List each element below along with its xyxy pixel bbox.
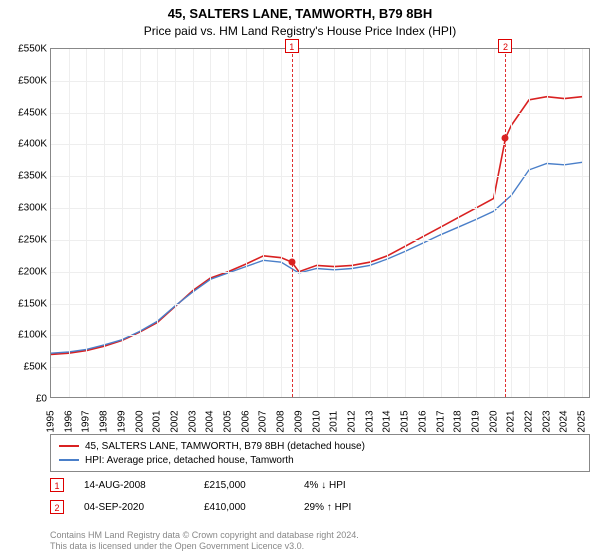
x-tick-label: 2000: [134, 407, 145, 437]
sale-marker-label: 1: [285, 39, 299, 53]
x-tick-label: 1995: [46, 407, 57, 437]
y-tick-label: £50K: [7, 362, 47, 373]
sale-delta: 4% ↓ HPI: [304, 480, 346, 491]
y-tick-label: £550K: [7, 44, 47, 55]
x-tick-label: 1996: [63, 407, 74, 437]
legend-box: 45, SALTERS LANE, TAMWORTH, B79 8BH (det…: [50, 434, 590, 472]
x-tick-label: 2017: [435, 407, 446, 437]
x-tick-label: 2020: [488, 407, 499, 437]
sale-price: £410,000: [204, 502, 284, 513]
x-tick-label: 2022: [524, 407, 535, 437]
x-tick-label: 2015: [400, 407, 411, 437]
x-tick-label: 2001: [152, 407, 163, 437]
sale-marker-line: [292, 49, 293, 397]
line-series-layer: [51, 49, 591, 399]
footer-line: This data is licensed under the Open Gov…: [50, 541, 590, 552]
chart-area: £0£50K£100K£150K£200K£250K£300K£350K£400…: [50, 48, 590, 398]
x-tick-label: 2011: [329, 407, 340, 437]
x-tick-label: 2004: [205, 407, 216, 437]
y-tick-label: £450K: [7, 107, 47, 118]
legend-item: HPI: Average price, detached house, Tamw…: [59, 453, 581, 467]
x-tick-label: 2005: [223, 407, 234, 437]
legend-swatch: [59, 459, 79, 461]
sale-delta: 29% ↑ HPI: [304, 502, 351, 513]
x-tick-label: 2012: [346, 407, 357, 437]
x-tick-label: 2014: [382, 407, 393, 437]
sale-marker-dot: [502, 135, 509, 142]
x-tick-label: 1997: [81, 407, 92, 437]
chart-subtitle: Price paid vs. HM Land Registry's House …: [0, 24, 600, 38]
x-tick-label: 2023: [541, 407, 552, 437]
chart-container: 45, SALTERS LANE, TAMWORTH, B79 8BH Pric…: [0, 0, 600, 560]
sale-price: £215,000: [204, 480, 284, 491]
y-tick-label: £400K: [7, 139, 47, 150]
footer-attribution: Contains HM Land Registry data © Crown c…: [50, 530, 590, 552]
y-tick-label: £500K: [7, 75, 47, 86]
x-tick-label: 2025: [577, 407, 588, 437]
y-tick-label: £100K: [7, 330, 47, 341]
footer-line: Contains HM Land Registry data © Crown c…: [50, 530, 590, 541]
sale-row: 2 04-SEP-2020 £410,000 29% ↑ HPI: [50, 500, 590, 514]
x-tick-label: 2019: [470, 407, 481, 437]
sale-marker-line: [505, 49, 506, 397]
sale-date: 04-SEP-2020: [84, 502, 184, 513]
legend-label: 45, SALTERS LANE, TAMWORTH, B79 8BH (det…: [85, 441, 365, 452]
sale-row: 1 14-AUG-2008 £215,000 4% ↓ HPI: [50, 478, 590, 492]
y-tick-label: £250K: [7, 234, 47, 245]
legend-label: HPI: Average price, detached house, Tamw…: [85, 455, 294, 466]
y-tick-label: £150K: [7, 298, 47, 309]
y-tick-label: £0: [7, 394, 47, 405]
sale-marker-dot: [288, 259, 295, 266]
legend-swatch: [59, 445, 79, 447]
sale-marker-box: 2: [50, 500, 64, 514]
chart-title: 45, SALTERS LANE, TAMWORTH, B79 8BH: [0, 6, 600, 21]
x-tick-label: 2010: [311, 407, 322, 437]
x-tick-label: 2003: [187, 407, 198, 437]
x-tick-label: 2008: [276, 407, 287, 437]
y-tick-label: £300K: [7, 203, 47, 214]
sale-marker-box: 1: [50, 478, 64, 492]
y-tick-label: £200K: [7, 266, 47, 277]
x-tick-label: 2024: [559, 407, 570, 437]
x-tick-label: 2007: [258, 407, 269, 437]
x-tick-label: 2016: [417, 407, 428, 437]
x-tick-label: 1998: [99, 407, 110, 437]
legend-item: 45, SALTERS LANE, TAMWORTH, B79 8BH (det…: [59, 439, 581, 453]
sale-marker-label: 2: [498, 39, 512, 53]
x-tick-label: 2002: [169, 407, 180, 437]
x-tick-label: 2018: [453, 407, 464, 437]
plot-region: £0£50K£100K£150K£200K£250K£300K£350K£400…: [50, 48, 590, 398]
y-tick-label: £350K: [7, 171, 47, 182]
sale-date: 14-AUG-2008: [84, 480, 184, 491]
x-tick-label: 2009: [293, 407, 304, 437]
x-tick-label: 2006: [240, 407, 251, 437]
x-tick-label: 2021: [506, 407, 517, 437]
x-tick-label: 2013: [364, 407, 375, 437]
x-tick-label: 1999: [116, 407, 127, 437]
